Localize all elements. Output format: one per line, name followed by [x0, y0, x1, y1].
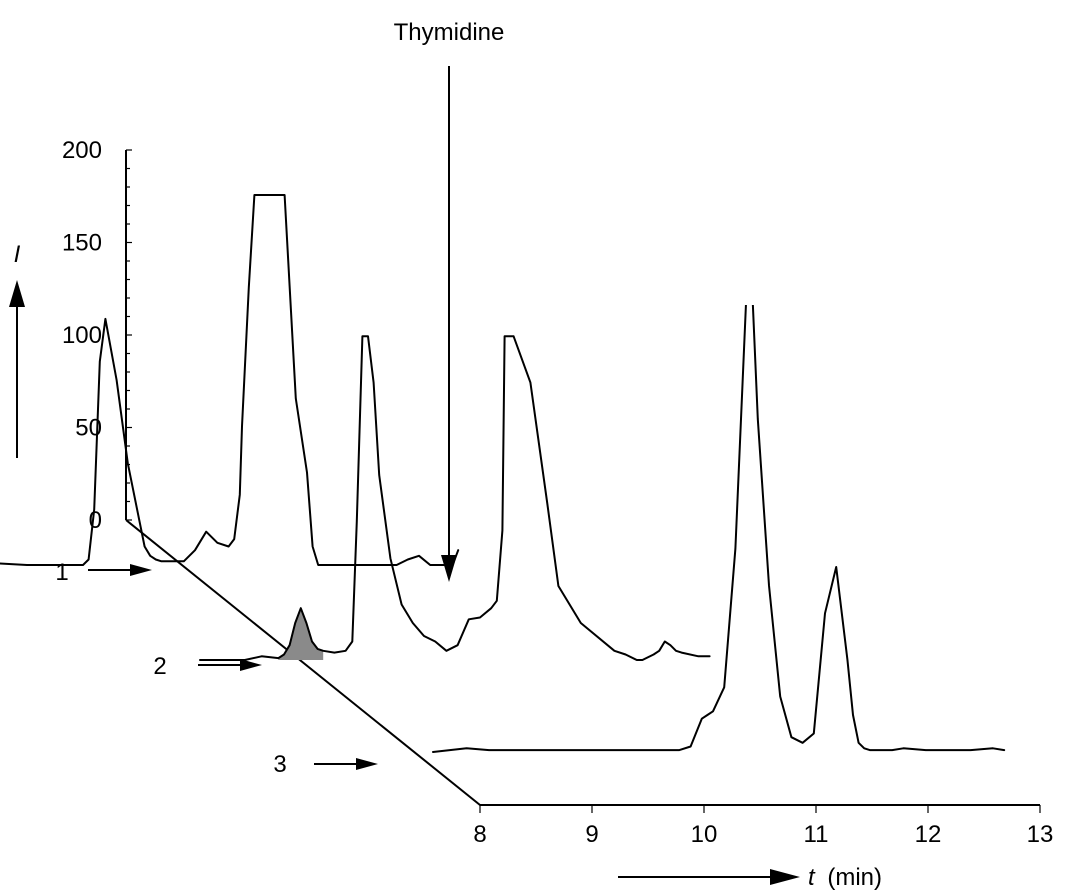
series-trace-2 — [199, 335, 711, 661]
y-axis-title-arrowhead — [9, 280, 25, 307]
series-row-arrowhead — [356, 758, 378, 770]
x-tick-label: 10 — [691, 821, 718, 848]
y-tick-label: 200 — [62, 137, 102, 164]
x-tick-label: 8 — [473, 821, 486, 848]
series-row-label: 1 — [55, 559, 68, 586]
y-axis-title: I — [14, 241, 21, 268]
series-row-label: 3 — [273, 751, 286, 778]
x-axis-title: t (min) — [808, 864, 882, 890]
x-tick-label: 12 — [915, 821, 942, 848]
series-row-label: 2 — [153, 653, 166, 680]
series-trace-1 — [0, 194, 460, 566]
x-tick-label: 11 — [804, 821, 829, 848]
series-trace-3 — [432, 305, 1006, 753]
depth-axis — [125, 519, 481, 806]
y-tick-label: 100 — [62, 322, 102, 349]
series-traces — [0, 194, 1006, 753]
series-row-arrowhead — [130, 564, 152, 576]
x-axis-ticks: 8 9 10 11 12 13 — [473, 805, 1053, 848]
x-tick-label: 13 — [1027, 821, 1054, 848]
x-tick-label: 9 — [585, 821, 598, 848]
x-axis-title-unit: (min) — [827, 864, 882, 890]
series-row-arrowhead — [240, 659, 262, 671]
x-axis-title-variable: t — [808, 864, 816, 890]
y-tick-label: 150 — [62, 230, 102, 257]
annotation-label: Thymidine — [394, 19, 505, 46]
y-tick-label: 0 — [89, 507, 102, 534]
x-axis-title-arrowhead — [770, 869, 800, 885]
